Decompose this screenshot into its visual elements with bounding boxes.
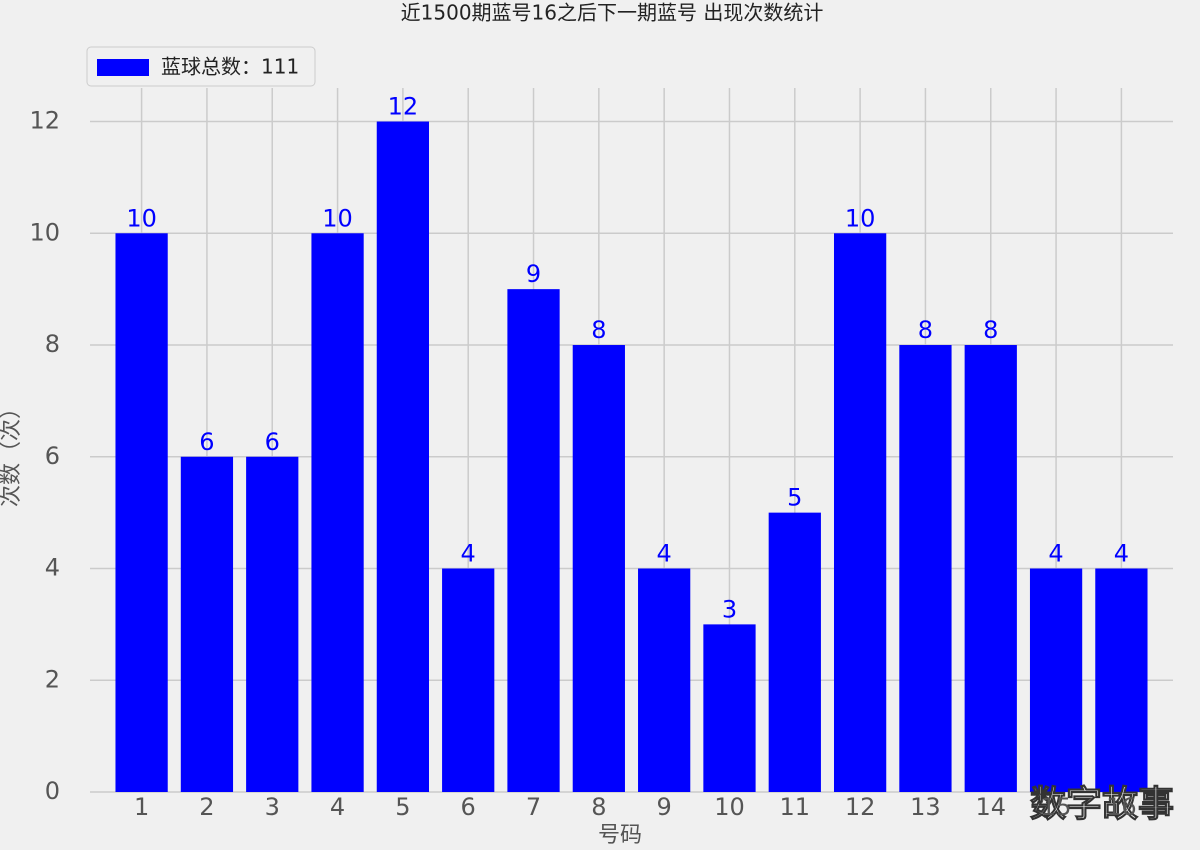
data-label: 10 [126,204,157,232]
bar [246,456,299,792]
data-label: 4 [657,540,672,568]
y-tick-label: 2 [45,665,60,693]
x-tick-label: 7 [526,793,541,821]
chart-title: 近1500期蓝号16之后下一期蓝号 出现次数统计 [401,1,824,25]
x-tick-label: 1 [134,793,149,821]
x-tick-label: 11 [780,793,811,821]
x-tick-label: 13 [910,793,941,821]
x-tick-label: 3 [265,793,280,821]
data-label: 8 [918,316,933,344]
y-tick-label: 0 [45,777,60,805]
bar [442,568,495,792]
x-tick-label: 15 [1041,793,1072,821]
data-label: 4 [1114,540,1129,568]
bar [180,456,234,792]
legend-label: 蓝球总数：111 [161,55,299,79]
data-label: 6 [265,428,280,456]
data-label: 5 [787,484,802,512]
data-label: 4 [461,540,476,568]
data-label: 10 [322,204,353,232]
x-axis-label: 号码 [598,823,642,848]
x-tick-label: 9 [657,793,672,821]
x-tick-label: 5 [395,793,410,821]
x-tick-label: 8 [591,793,606,821]
bar [964,345,1017,792]
bar [376,121,430,793]
bar [1095,568,1148,792]
bar [899,345,952,792]
data-label: 4 [1048,540,1063,568]
data-label: 8 [591,316,606,344]
y-tick-label: 4 [45,554,60,582]
bar [638,568,691,792]
x-tick-label: 2 [199,793,214,821]
bar [768,512,821,792]
x-tick-label: 10 [714,793,745,821]
bar [703,624,756,792]
legend-swatch [97,59,149,76]
data-label: 3 [722,595,737,623]
x-tick-label: 14 [975,793,1006,821]
watermark: 数字故事 [1030,784,1174,825]
bar [311,233,364,792]
data-label: 8 [983,316,998,344]
x-tick-label: 16 [1106,793,1137,821]
y-tick-label: 12 [29,107,60,135]
bar [1029,568,1083,792]
y-axis-label: 次数（次） [0,397,24,507]
bar [507,289,560,792]
y-tick-label: 6 [45,442,60,470]
bar [833,233,887,792]
y-tick-label: 10 [29,218,60,246]
bar [115,233,168,792]
x-tick-label: 12 [845,793,876,821]
bar [572,345,625,792]
legend-box [86,46,316,87]
x-tick-label: 4 [330,793,345,821]
data-label: 10 [845,204,876,232]
x-tick-label: 6 [461,793,476,821]
data-label: 9 [526,260,541,288]
data-label: 6 [199,428,214,456]
data-label: 12 [388,93,419,121]
y-tick-label: 8 [45,330,60,358]
